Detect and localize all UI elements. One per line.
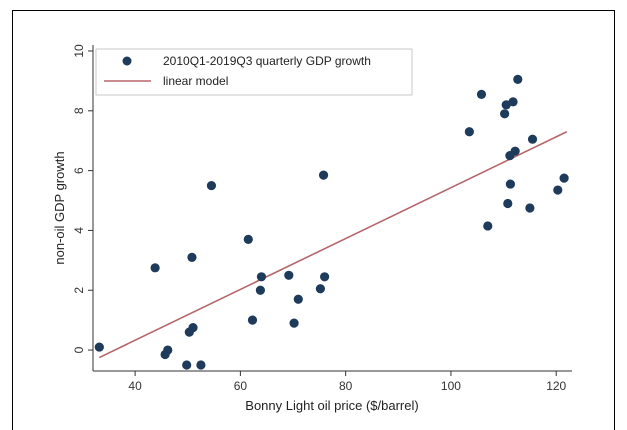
- data-point: [320, 272, 330, 282]
- legend-box: [95, 48, 413, 96]
- plot-area: [93, 45, 572, 371]
- data-point: [255, 285, 265, 295]
- data-point: [150, 263, 160, 273]
- linear-model-line: [98, 131, 568, 359]
- x-axis-title: Bonny Light oil price ($/barrel): [245, 398, 418, 413]
- data-point: [256, 272, 267, 282]
- y-tick-label: 6: [72, 167, 86, 174]
- data-point: [483, 221, 493, 231]
- data-point: [559, 173, 569, 183]
- legend-label-points: 2010Q1-2019Q3 quarterly GDP growth: [163, 54, 371, 68]
- data-point: [318, 170, 329, 180]
- data-point: [508, 97, 518, 107]
- legend-marker-points: [122, 56, 132, 66]
- axes: [92, 45, 572, 372]
- data-points: [94, 74, 569, 370]
- legend-label-line: linear model: [163, 74, 228, 88]
- data-point: [315, 284, 325, 294]
- data-point: [163, 345, 173, 355]
- y-tick-label: 2: [72, 287, 86, 294]
- y-tick-label: 4: [72, 227, 86, 234]
- data-point: [476, 89, 487, 99]
- y-tick-label: 8: [72, 107, 86, 114]
- linear-model-line-group: [98, 131, 568, 359]
- data-point: [182, 360, 192, 370]
- data-point: [247, 315, 258, 325]
- data-point: [196, 360, 206, 370]
- data-point: [464, 127, 474, 137]
- x-ticks: 40 60 80 100 120: [128, 371, 567, 393]
- x-tick-label: 120: [546, 379, 566, 393]
- x-tick-label: 80: [339, 379, 353, 393]
- data-point: [500, 109, 510, 119]
- y-ticks: 0 2 4 6 8 10: [72, 44, 93, 353]
- legend: 2010Q1-2019Q3 quarterly GDP growth linea…: [95, 48, 413, 96]
- x-tick-label: 60: [234, 379, 248, 393]
- data-point: [505, 179, 516, 189]
- data-point: [289, 318, 299, 328]
- data-point: [243, 234, 253, 245]
- x-tick-label: 40: [128, 379, 142, 393]
- y-tick-label: 0: [72, 346, 86, 353]
- data-point: [525, 203, 535, 213]
- x-tick-label: 100: [441, 379, 461, 393]
- y-tick-label: 10: [72, 44, 86, 58]
- data-point: [284, 270, 294, 280]
- data-point: [527, 134, 538, 144]
- data-point: [513, 74, 523, 84]
- data-point: [510, 146, 520, 156]
- data-point: [206, 180, 217, 191]
- data-point: [503, 198, 513, 209]
- y-axis-title: non-oil GDP growth: [52, 151, 67, 264]
- data-point: [553, 185, 563, 195]
- data-point: [94, 342, 104, 352]
- data-point: [293, 294, 303, 304]
- data-point: [188, 323, 198, 333]
- data-point: [187, 252, 197, 262]
